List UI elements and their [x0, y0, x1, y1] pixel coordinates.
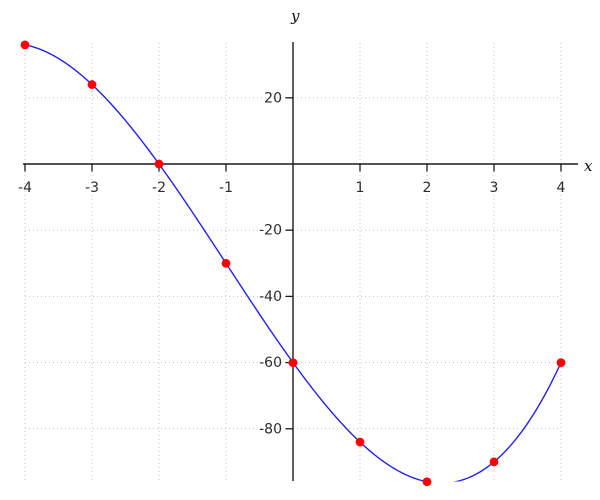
- x-tick-label: 2: [423, 180, 432, 196]
- x-tick-label: -1: [219, 180, 233, 196]
- x-tick-label: 3: [490, 180, 499, 196]
- y-tick-label: -20: [259, 223, 282, 239]
- data-point: [556, 358, 566, 367]
- data-point: [20, 40, 30, 50]
- y-tick-label: -40: [259, 289, 282, 305]
- data-point: [422, 477, 432, 487]
- data-point: [489, 457, 499, 467]
- y-tick-label: 20: [264, 90, 282, 106]
- x-tick-label: -3: [85, 180, 99, 196]
- data-point: [154, 159, 164, 169]
- y-tick-label: -80: [259, 421, 282, 437]
- data-point: [288, 358, 298, 367]
- x-tick-label: 4: [557, 180, 566, 196]
- data-point: [87, 80, 97, 89]
- x-tick-label: -4: [18, 180, 32, 196]
- x-axis-label: x: [584, 157, 593, 175]
- y-tick-label: -60: [259, 355, 282, 371]
- y-axis-label: y: [291, 7, 300, 25]
- x-tick-label: 1: [356, 180, 365, 196]
- data-point: [221, 258, 231, 268]
- x-tick-label: -2: [152, 180, 166, 196]
- data-point: [355, 437, 365, 447]
